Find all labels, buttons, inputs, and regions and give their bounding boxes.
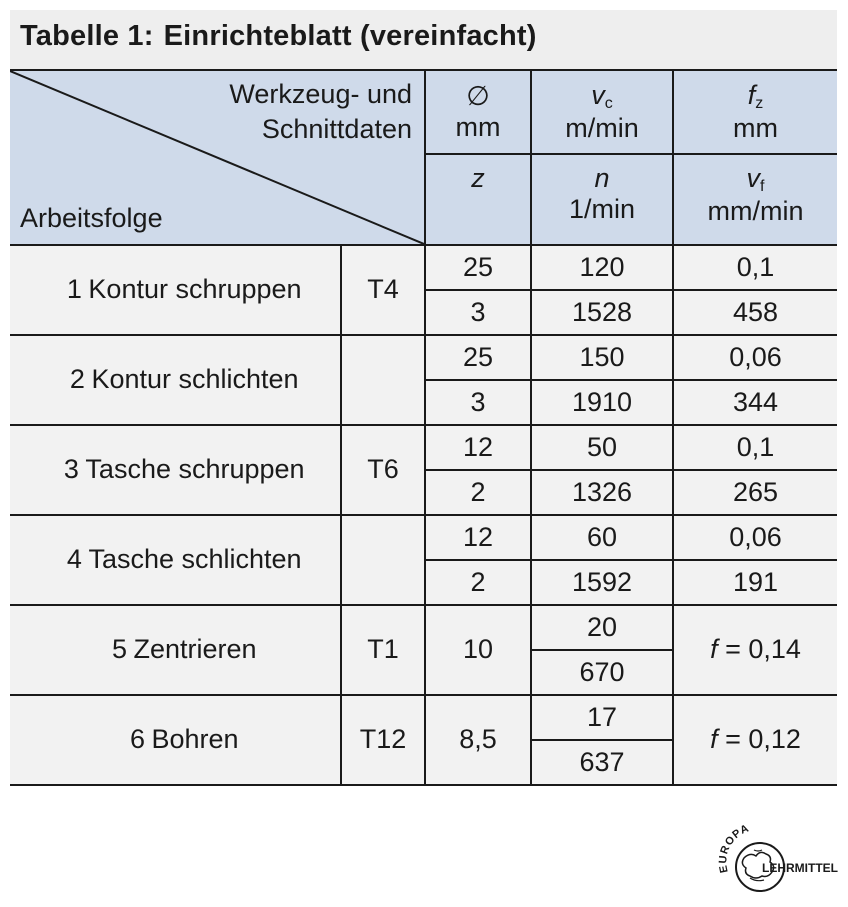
header-cutting-speed: vc m/min xyxy=(530,69,674,155)
vc-cell: 20 xyxy=(530,604,674,651)
header-row-1: Werkzeug- und Schnittdaten Arbeitsfolge … xyxy=(10,69,837,246)
vf-cell: 191 xyxy=(672,559,837,606)
vf-cell: 265 xyxy=(672,469,837,516)
tool-cell: T6 xyxy=(340,424,426,516)
table-row: 2 Kontur schlichten 25 150 0,06 xyxy=(10,334,837,426)
teeth-cell: 3 xyxy=(424,379,532,426)
vc-cell: 17 xyxy=(530,694,674,741)
teeth-cell: 3 xyxy=(424,289,532,336)
tool-cell: T4 xyxy=(340,244,426,336)
fz-cell: 0,1 xyxy=(672,424,837,471)
table-row: 670 xyxy=(10,649,837,696)
feed-cell: f = 0,12 xyxy=(672,694,837,786)
title-bar xyxy=(10,10,837,69)
teeth-cell: 2 xyxy=(424,559,532,606)
operation-sequence-label: Arbeitsfolge xyxy=(20,202,163,233)
table-row: 6 Bohren T12 8,5 17 f = 0,12 xyxy=(10,694,837,786)
header-feed-per-tooth: fz mm xyxy=(672,69,837,155)
n-cell: 1592 xyxy=(530,559,674,606)
tool-data-label: Werkzeug- und Schnittdaten xyxy=(229,79,412,145)
diameter-cell: 12 xyxy=(424,424,532,471)
fz-cell: 0,06 xyxy=(672,514,837,561)
operation-cell: 3 Tasche schruppen xyxy=(10,424,342,516)
header-spindle-speed: n 1/min xyxy=(530,153,674,246)
header-feed-rate: vf mm/min xyxy=(672,153,837,246)
diameter-cell: 25 xyxy=(424,244,532,291)
diameter-cell: 10 xyxy=(424,604,532,696)
table-row: 4 Tasche schlichten 12 60 0,06 xyxy=(10,514,837,606)
table-row: 3 1910 344 xyxy=(10,379,837,426)
operation-cell: 1 Kontur schruppen xyxy=(10,244,342,336)
operation-cell: 4 Tasche schlichten xyxy=(10,514,342,606)
vf-cell: 458 xyxy=(672,289,837,336)
operation-cell: 5 Zentrieren xyxy=(10,604,342,696)
n-cell: 1910 xyxy=(530,379,674,426)
vf-cell: 344 xyxy=(672,379,837,426)
table-row: 1 Kontur schruppen T4 25 120 0,1 xyxy=(10,244,837,336)
vc-cell: 150 xyxy=(530,334,674,381)
table-title: Tabelle 1: Einrichteblatt (vereinfacht) xyxy=(20,20,537,52)
n-cell: 670 xyxy=(530,649,674,696)
tool-cell xyxy=(340,334,426,426)
header-diameter: ∅ mm xyxy=(424,69,532,155)
feed-cell: f = 0,14 xyxy=(672,604,837,696)
header-row-2: z n 1/min vf mm/min xyxy=(10,153,837,246)
europa-lehrmittel-logo: EUROPA LEHRMITTEL xyxy=(717,822,838,892)
tool-cell xyxy=(340,514,426,606)
tool-cell: T1 xyxy=(340,604,426,696)
table-row: 2 1592 191 xyxy=(10,559,837,606)
setup-sheet-table: Werkzeug- und Schnittdaten Arbeitsfolge … xyxy=(10,69,837,786)
teeth-cell: 2 xyxy=(424,469,532,516)
tool-cell: T12 xyxy=(340,694,426,786)
table-row: 3 1528 458 xyxy=(10,289,837,336)
diagonal-line xyxy=(10,71,424,244)
table-row: 5 Zentrieren T1 10 20 f = 0,14 xyxy=(10,604,837,696)
operation-cell: 6 Bohren xyxy=(10,694,342,786)
diameter-cell: 25 xyxy=(424,334,532,381)
operation-cell: 2 Kontur schlichten xyxy=(10,334,342,426)
n-cell: 1528 xyxy=(530,289,674,336)
table-row: 637 xyxy=(10,739,837,786)
vc-cell: 60 xyxy=(530,514,674,561)
n-cell: 637 xyxy=(530,739,674,786)
table-row: 2 1326 265 xyxy=(10,469,837,516)
vc-cell: 120 xyxy=(530,244,674,291)
n-cell: 1326 xyxy=(530,469,674,516)
diameter-cell: 8,5 xyxy=(424,694,532,786)
fz-cell: 0,1 xyxy=(672,244,837,291)
vc-cell: 50 xyxy=(530,424,674,471)
diagonal-header-cell: Werkzeug- und Schnittdaten Arbeitsfolge xyxy=(10,69,426,246)
table-row: 3 Tasche schruppen T6 12 50 0,1 xyxy=(10,424,837,516)
diameter-cell: 12 xyxy=(424,514,532,561)
fz-cell: 0,06 xyxy=(672,334,837,381)
header-teeth: z xyxy=(424,153,532,246)
svg-text:LEHRMITTEL: LEHRMITTEL xyxy=(762,861,838,875)
